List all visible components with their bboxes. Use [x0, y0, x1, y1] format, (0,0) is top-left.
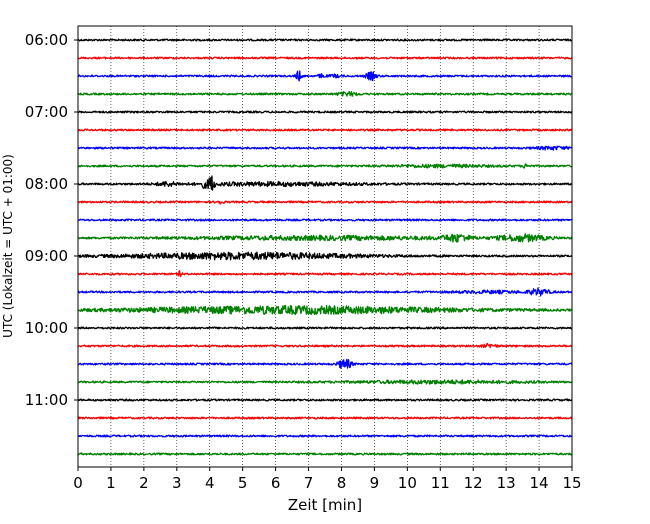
x-tick-label: 15 [562, 474, 581, 492]
trace-1030 [77, 358, 573, 369]
trace-0630 [77, 70, 573, 82]
trace-0945 [77, 304, 573, 316]
x-tick-label: 3 [172, 474, 182, 492]
trace-1115 [77, 416, 573, 420]
trace-1000 [77, 326, 573, 330]
trace-0730 [77, 145, 573, 151]
x-tick-label: 9 [370, 474, 380, 492]
y-tick-label: 10:00 [25, 319, 68, 337]
trace-0715 [77, 128, 573, 132]
x-ticks: 0 1 2 3 4 5 6 7 8 9 10 11 12 13 14 15 [73, 467, 582, 492]
trace-layer [77, 38, 573, 456]
trace-0745 [77, 163, 573, 169]
x-tick-label: 10 [398, 474, 417, 492]
x-tick-label: 1 [106, 474, 116, 492]
x-tick-label: 8 [337, 474, 347, 492]
trace-1100 [77, 398, 573, 402]
x-tick-label: 2 [139, 474, 149, 492]
trace-0900 [77, 251, 573, 261]
x-tick-label: 11 [431, 474, 450, 492]
trace-1045 [77, 379, 573, 385]
trace-0930 [77, 287, 573, 297]
trace-0600 [77, 38, 573, 42]
x-tick-label: 7 [304, 474, 314, 492]
y-tick-label: 08:00 [25, 175, 68, 193]
trace-0645 [77, 90, 573, 97]
x-tick-label: 13 [497, 474, 516, 492]
x-tick-label: 0 [73, 474, 83, 492]
trace-0845 [77, 233, 573, 243]
y-tick-label: 09:00 [25, 247, 68, 265]
y-tick-label: 07:00 [25, 103, 68, 121]
plot-frame [77, 25, 573, 468]
y-tick-label: 06:00 [25, 31, 68, 49]
x-tick-label: 6 [271, 474, 281, 492]
trace-1130 [77, 434, 573, 438]
trace-1015 [77, 342, 573, 349]
trace-1145 [77, 452, 573, 456]
y-ticks: 06:00 07:00 08:00 09:00 10:00 11:00 [25, 31, 78, 409]
x-tick-label: 14 [530, 474, 549, 492]
x-tick-label: 4 [205, 474, 215, 492]
y-tick-label: 11:00 [25, 391, 68, 409]
x-tick-label: 5 [238, 474, 248, 492]
trace-0800 [77, 175, 573, 191]
trace-0815 [77, 200, 573, 205]
trace-0915 [77, 270, 573, 278]
trace-0700 [77, 110, 573, 114]
x-axis-label: Zeit [min] [288, 496, 362, 514]
trace-0615 [77, 56, 573, 60]
y-axis-label: UTC (Lokalzeit = UTC + 01:00) [1, 154, 15, 338]
trace-0830 [77, 218, 573, 222]
x-tick-label: 12 [464, 474, 483, 492]
